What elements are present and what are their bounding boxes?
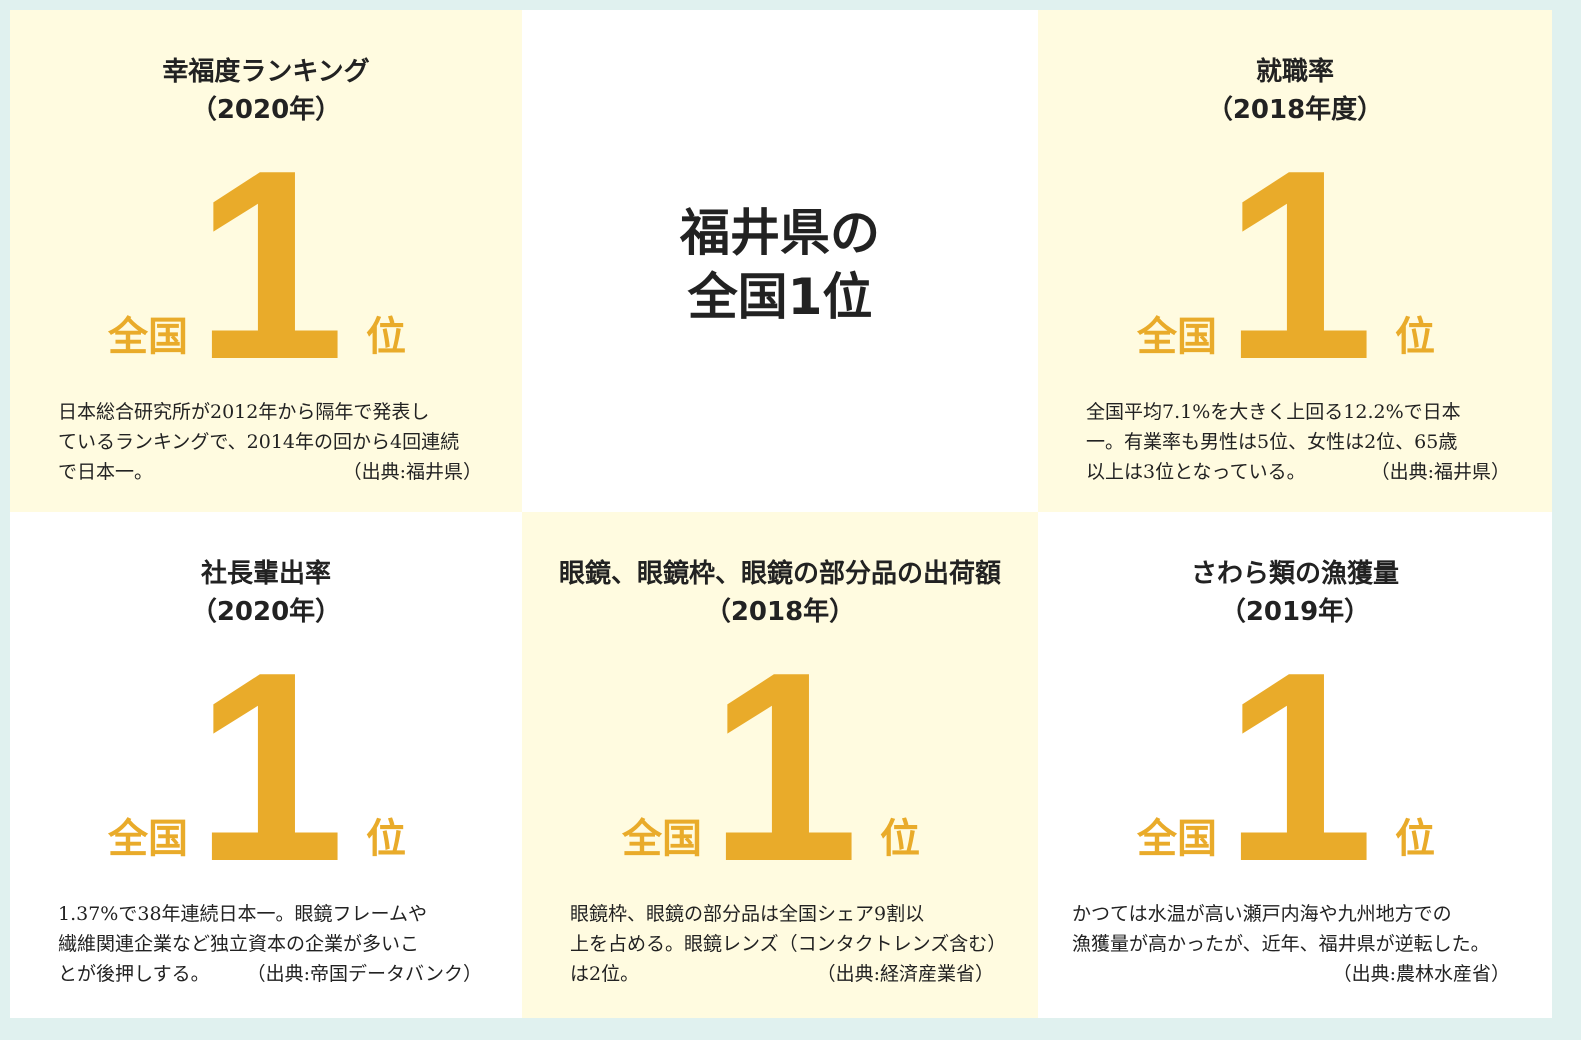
cell-bg bbox=[10, 512, 522, 1018]
card-description: ているランキングで、2014年の回から4回連続 bbox=[58, 431, 459, 453]
card-period: （2018年） bbox=[705, 596, 855, 627]
card-description: 全国平均7.1%を大きく上回る12.2%で日本 bbox=[1086, 401, 1461, 423]
rank-suffix: 位 bbox=[366, 816, 406, 862]
rank-suffix: 位 bbox=[880, 816, 920, 862]
card-title: 社長輩出率 bbox=[201, 558, 331, 589]
rank-prefix: 全国 bbox=[107, 314, 188, 360]
cell-bg bbox=[1038, 10, 1552, 512]
center-title: 全国1位 bbox=[687, 268, 873, 326]
rank-prefix: 全国 bbox=[107, 816, 188, 862]
card-title: さわら類の漁獲量 bbox=[1191, 559, 1399, 589]
rank-prefix: 全国 bbox=[1136, 314, 1217, 360]
cell-bg bbox=[1038, 512, 1552, 1018]
rank-number: 1 bbox=[1224, 617, 1374, 918]
card-description: 日本総合研究所が2012年から隔年で発表し bbox=[58, 401, 429, 423]
card-description: で日本一。 bbox=[58, 461, 153, 483]
rank-prefix: 全国 bbox=[621, 816, 702, 862]
card-description: 繊維関連企業など独立資本の企業が多いこ bbox=[58, 933, 419, 955]
cell-bg bbox=[10, 10, 522, 512]
card-description: とが後押しする。 bbox=[58, 963, 210, 985]
card-period: （2019年） bbox=[1220, 596, 1370, 627]
card-period: （2020年） bbox=[191, 596, 341, 627]
card-description: 以上は3位となっている。 bbox=[1086, 461, 1306, 483]
card-period: （2020年） bbox=[191, 94, 341, 125]
cell-bg bbox=[522, 10, 1038, 512]
rank-suffix: 位 bbox=[1395, 816, 1435, 862]
rank-number: 1 bbox=[195, 617, 345, 918]
rank-number: 1 bbox=[1224, 115, 1374, 416]
card-title: 就職率 bbox=[1256, 56, 1334, 87]
rank-number: 1 bbox=[709, 617, 859, 918]
rank-suffix: 位 bbox=[366, 314, 406, 360]
card-source: （出典:経済産業省） bbox=[817, 963, 994, 985]
rank-prefix: 全国 bbox=[1136, 816, 1217, 862]
card-description: 上を占める。眼鏡レンズ（コンタクトレンズ含む） bbox=[570, 933, 1006, 955]
card-description: 1.37%で38年連続日本一。眼鏡フレームや bbox=[58, 903, 427, 925]
rank-number: 1 bbox=[195, 115, 345, 416]
card-period: （2018年度） bbox=[1207, 94, 1383, 125]
card-description: は2位。 bbox=[570, 963, 639, 985]
card-title: 眼鏡、眼鏡枠、眼鏡の部分品の出荷額 bbox=[559, 558, 1001, 589]
card-description: 眼鏡枠、眼鏡の部分品は全国シェア9割以 bbox=[570, 903, 924, 925]
rank-suffix: 位 bbox=[1395, 314, 1435, 360]
card-source: （出典:農林水産省） bbox=[1333, 963, 1510, 985]
card-source: （出典:福井県） bbox=[1371, 461, 1510, 483]
cell-bg bbox=[522, 512, 1038, 1018]
card-description: 漁獲量が高かったが、近年、福井県が逆転した。 bbox=[1072, 933, 1490, 955]
card-source: （出典:福井県） bbox=[343, 461, 482, 483]
card-description: 一。有業率も男性は5位、女性は2位、65歳 bbox=[1086, 431, 1457, 453]
card-description: かつては水温が高い瀬戸内海や九州地方での bbox=[1072, 903, 1452, 925]
center-title: 福井県の bbox=[679, 204, 880, 262]
card-source: （出典:帝国データバンク） bbox=[247, 963, 482, 985]
card-title: 幸福度ランキング bbox=[162, 56, 369, 87]
